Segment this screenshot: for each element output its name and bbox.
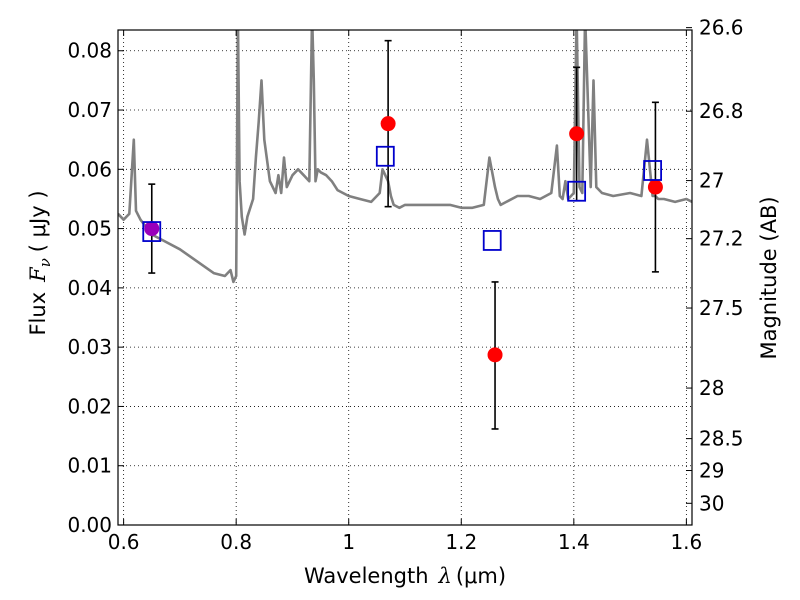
y2-tick-label: 26.6 xyxy=(699,16,744,40)
grid xyxy=(118,30,692,526)
y2-tick-label: 29 xyxy=(699,459,724,483)
axis-ticks xyxy=(118,27,692,526)
y-tick-label: 0.01 xyxy=(67,454,112,478)
y-tick-label: 0.07 xyxy=(67,98,112,122)
data-points xyxy=(142,39,663,430)
plot-frame xyxy=(117,29,693,526)
x-tick-label: 1.2 xyxy=(445,530,477,554)
x-axis-label: Wavelength λ (μm) xyxy=(304,564,506,588)
tick-labels: 0.6 0.8 1 1.2 1.4 1.6 0.00 0.01 0.02 0.03 0.04 0.05… xyxy=(67,16,743,554)
y-tick-label: 0.05 xyxy=(67,217,112,241)
observed-point xyxy=(647,179,663,195)
observed-point xyxy=(144,221,160,237)
x-tick-label: 0.6 xyxy=(108,530,140,554)
y-tick-label: 0.08 xyxy=(67,39,112,63)
y2-tick-label: 26.8 xyxy=(699,99,744,123)
observed-point xyxy=(380,116,396,132)
y-tick-label: 0.02 xyxy=(67,394,112,418)
y2-tick-label: 28.5 xyxy=(699,427,744,451)
model-photometry-square xyxy=(375,145,395,167)
y-axis-label: FluxFν( μJy ) xyxy=(26,190,54,335)
model-spectrum xyxy=(118,30,692,284)
model-spectrum-line xyxy=(118,30,692,284)
model-photometry-square xyxy=(643,160,663,181)
observed-point xyxy=(569,126,585,142)
y2-tick-label: 27.2 xyxy=(699,227,744,251)
y2-tick-label: 27.5 xyxy=(699,296,744,320)
y2-tick-label: 27 xyxy=(699,169,724,193)
x-tick-label: 0.8 xyxy=(220,530,252,554)
y-tick-label: 0.00 xyxy=(67,513,112,537)
y2-axis-label: Magnitude (AB) xyxy=(757,196,781,359)
plot-background xyxy=(118,30,692,525)
y2-tick-label: 28 xyxy=(699,376,724,400)
x-tick-label: 1 xyxy=(342,530,355,554)
model-photometry-square xyxy=(567,180,587,202)
y-tick-label: 0.04 xyxy=(67,276,112,300)
y-tick-label: 0.06 xyxy=(67,157,112,181)
y2-tick-label: 30 xyxy=(699,491,724,515)
x-tick-label: 1.6 xyxy=(670,530,702,554)
y-tick-label: 0.03 xyxy=(67,335,112,359)
model-photometry-square xyxy=(142,221,162,242)
observed-point xyxy=(487,347,503,363)
x-tick-label: 1.4 xyxy=(558,530,590,554)
model-photometry-square xyxy=(482,230,502,251)
